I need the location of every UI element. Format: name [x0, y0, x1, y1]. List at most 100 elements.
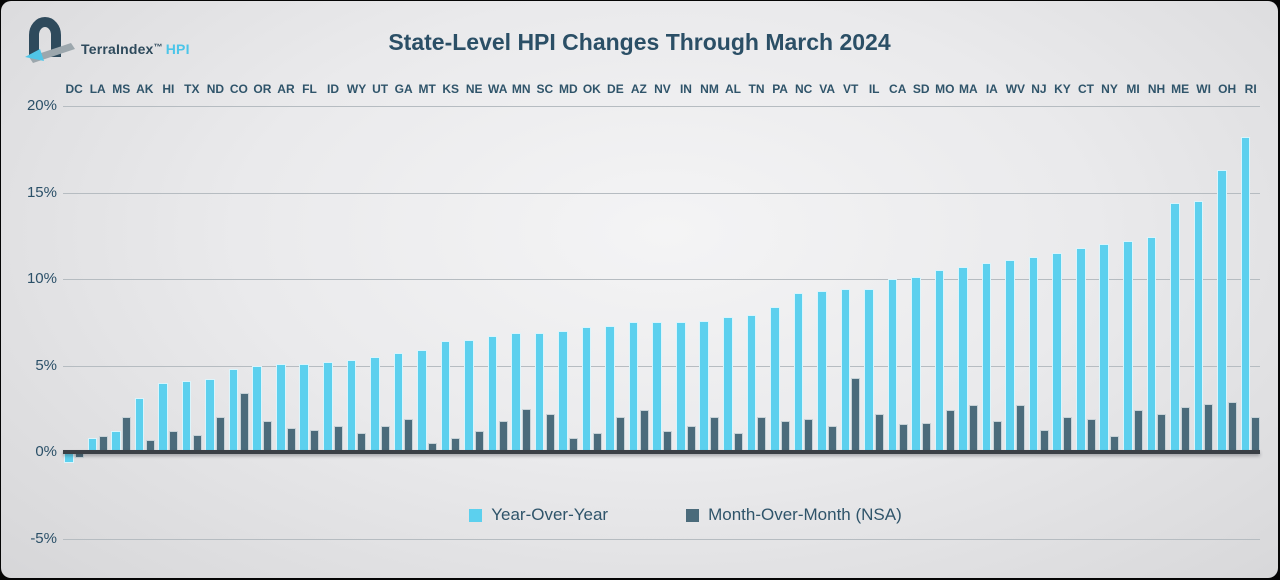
- bar-mom-ID: [333, 426, 343, 452]
- chart-legend: Year-Over-Year Month-Over-Month (NSA): [93, 505, 1278, 525]
- bar-mom-NJ: [1039, 429, 1049, 452]
- x-axis-state-label-MS: MS: [112, 82, 131, 96]
- bar-yoy-WV: [1005, 259, 1015, 452]
- x-axis-state-label-IA: IA: [985, 82, 998, 96]
- x-axis-state-label-NH: NH: [1147, 82, 1166, 96]
- bar-mom-PA: [780, 420, 790, 452]
- gridline-15%: [63, 192, 1260, 194]
- x-axis-state-label-ND: ND: [206, 82, 225, 96]
- bar-mom-CO: [239, 393, 249, 452]
- bar-mom-CA: [898, 424, 908, 452]
- x-axis-state-label-DC: DC: [65, 82, 83, 96]
- bar-mom-MS: [122, 417, 132, 452]
- bar-yoy-VA: [817, 291, 827, 452]
- bar-mom-IN: [686, 426, 696, 452]
- bar-mom-IL: [875, 413, 884, 452]
- bar-mom-GA: [404, 419, 414, 452]
- bar-yoy-MT: [417, 349, 427, 452]
- legend-swatch-mom-icon: [686, 508, 700, 522]
- bar-mom-NV: [663, 431, 673, 452]
- bar-mom-NM: [710, 417, 720, 452]
- y-axis-tick-label: 20%: [26, 97, 57, 114]
- y-axis-tick-label: 5%: [35, 356, 57, 374]
- gridline-20%: [63, 106, 1260, 107]
- x-axis-state-label-NJ: NJ: [1031, 82, 1047, 96]
- gridline--5%: [63, 538, 1260, 540]
- bar-mom-VT: [851, 377, 861, 452]
- bar-yoy-SC: [534, 332, 545, 452]
- bar-yoy-VT: [840, 289, 851, 452]
- bar-yoy-CO: [228, 368, 239, 452]
- gridline-10%: [63, 279, 1260, 280]
- bar-mom-IA: [992, 420, 1002, 452]
- x-axis-state-label-SD: SD: [912, 82, 930, 96]
- bar-yoy-OR: [252, 365, 263, 452]
- bar-yoy-ND: [205, 379, 215, 452]
- x-axis-state-label-IL: IL: [868, 82, 880, 96]
- bar-yoy-AR: [275, 363, 286, 452]
- x-axis-state-label-TN: TN: [748, 82, 765, 96]
- bar-mom-MN: [522, 408, 532, 452]
- bar-yoy-HI: [158, 382, 168, 452]
- bar-yoy-MN: [511, 332, 521, 452]
- x-axis-state-label-AZ: AZ: [630, 82, 647, 96]
- bar-yoy-ME: [1170, 202, 1180, 452]
- terraindex-logo: TerraIndex™ HPI: [17, 7, 277, 63]
- bar-yoy-TN: [746, 315, 757, 452]
- y-axis-tick-label: 10%: [26, 270, 57, 287]
- x-axis-state-label-NY: NY: [1101, 82, 1118, 96]
- x-axis-state-label-WI: WI: [1196, 82, 1211, 96]
- bar-yoy-NH: [1146, 237, 1157, 452]
- x-axis-state-label-GA: GA: [394, 82, 413, 96]
- bar-yoy-FL: [299, 363, 310, 452]
- bar-mom-DE: [616, 417, 626, 452]
- bar-yoy-SD: [911, 277, 921, 452]
- bar-yoy-UT: [370, 356, 380, 452]
- x-axis-state-label-MI: MI: [1126, 82, 1140, 96]
- bar-mom-AZ: [639, 410, 649, 452]
- legend-item-yoy: Year-Over-Year: [469, 505, 608, 525]
- x-axis-state-label-OH: OH: [1218, 82, 1237, 96]
- x-axis-state-label-IN: IN: [679, 82, 692, 96]
- x-axis-state-label-NE: NE: [465, 82, 483, 96]
- logo-tm: ™: [153, 42, 163, 52]
- bar-yoy-WY: [346, 360, 357, 452]
- y-axis-tick-label: -5%: [30, 529, 57, 547]
- x-axis-state-label-NM: NM: [700, 82, 719, 96]
- bar-mom-OR: [263, 420, 273, 452]
- x-axis-state-label-MO: MO: [935, 82, 955, 96]
- chart-title: State-Level HPI Changes Through March 20…: [388, 29, 891, 55]
- x-axis-state-label-ID: ID: [327, 82, 340, 96]
- bar-yoy-AK: [134, 398, 145, 452]
- bar-yoy-WA: [487, 336, 498, 452]
- x-axis-state-label-OK: OK: [582, 82, 601, 96]
- bar-yoy-CA: [887, 279, 898, 452]
- bar-yoy-TX: [181, 381, 192, 452]
- x-axis-state-label-MN: MN: [511, 82, 531, 96]
- bar-yoy-MD: [558, 330, 568, 452]
- bar-yoy-AL: [723, 317, 733, 452]
- logo-brand: TerraIndex: [81, 41, 154, 57]
- x-axis-state-label-KS: KS: [442, 82, 459, 96]
- bar-yoy-PA: [770, 306, 780, 452]
- bar-mom-FL: [310, 429, 320, 452]
- legend-swatch-yoy-icon: [469, 508, 483, 522]
- bar-mom-OH: [1227, 401, 1237, 452]
- zero-axis-line: [63, 450, 1260, 454]
- bar-mom-WV: [1016, 405, 1026, 452]
- x-axis-state-label-AL: AL: [725, 82, 742, 96]
- x-axis-state-label-WY: WY: [346, 82, 367, 96]
- bar-yoy-CT: [1075, 247, 1086, 452]
- x-axis-state-label-WA: WA: [488, 82, 508, 96]
- bar-mom-KY: [1063, 417, 1073, 452]
- bar-yoy-OK: [581, 327, 592, 452]
- x-axis-state-label-SC: SC: [536, 82, 554, 96]
- x-axis-state-label-TX: TX: [184, 82, 200, 96]
- x-axis-state-label-NV: NV: [654, 82, 671, 96]
- bar-yoy-ID: [323, 362, 333, 452]
- x-axis-state-label-FL: FL: [302, 82, 317, 96]
- bar-yoy-OH: [1217, 170, 1227, 452]
- bar-mom-HI: [169, 431, 179, 452]
- bar-yoy-WI: [1193, 201, 1204, 452]
